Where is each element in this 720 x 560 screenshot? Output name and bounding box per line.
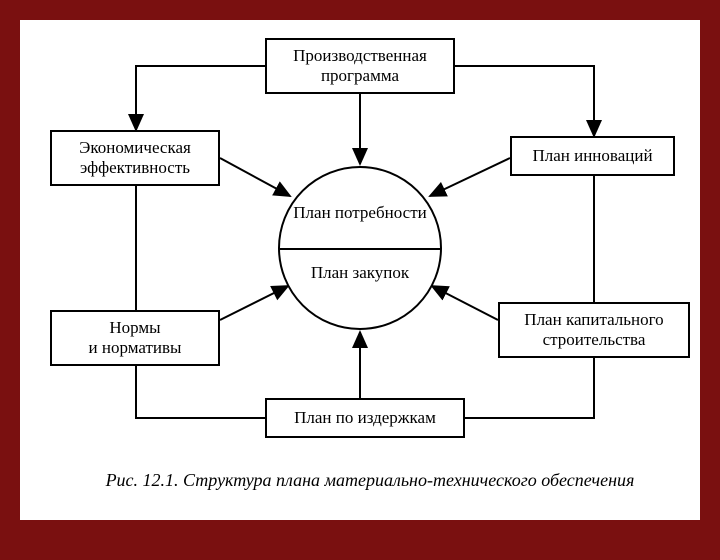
node-label: Нормыи нормативы bbox=[89, 318, 182, 357]
center-circle bbox=[278, 166, 442, 330]
node-capital-construction: План капитальногостроительства bbox=[498, 302, 690, 358]
node-innovation-plan: План инноваций bbox=[510, 136, 675, 176]
node-label: План инноваций bbox=[532, 146, 652, 166]
node-label: План по издержкам bbox=[294, 408, 436, 428]
node-production-program: Производственнаяпрограмма bbox=[265, 38, 455, 94]
node-label: Экономическаяэффективность bbox=[79, 138, 191, 177]
node-label: Производственнаяпрограмма bbox=[293, 46, 427, 85]
node-economic-efficiency: Экономическаяэффективность bbox=[50, 130, 220, 186]
center-label-bot: План закупок bbox=[260, 263, 460, 283]
circle-divider bbox=[280, 248, 440, 250]
node-label: План капитальногостроительства bbox=[524, 310, 663, 349]
center-label-top: План потребности bbox=[260, 203, 460, 223]
node-norms: Нормыи нормативы bbox=[50, 310, 220, 366]
diagram-canvas: Производственнаяпрограмма Экономическаяэ… bbox=[20, 20, 700, 520]
node-cost-plan: План по издержкам bbox=[265, 398, 465, 438]
figure-caption: Рис. 12.1. Структура плана материально-т… bbox=[90, 470, 650, 491]
